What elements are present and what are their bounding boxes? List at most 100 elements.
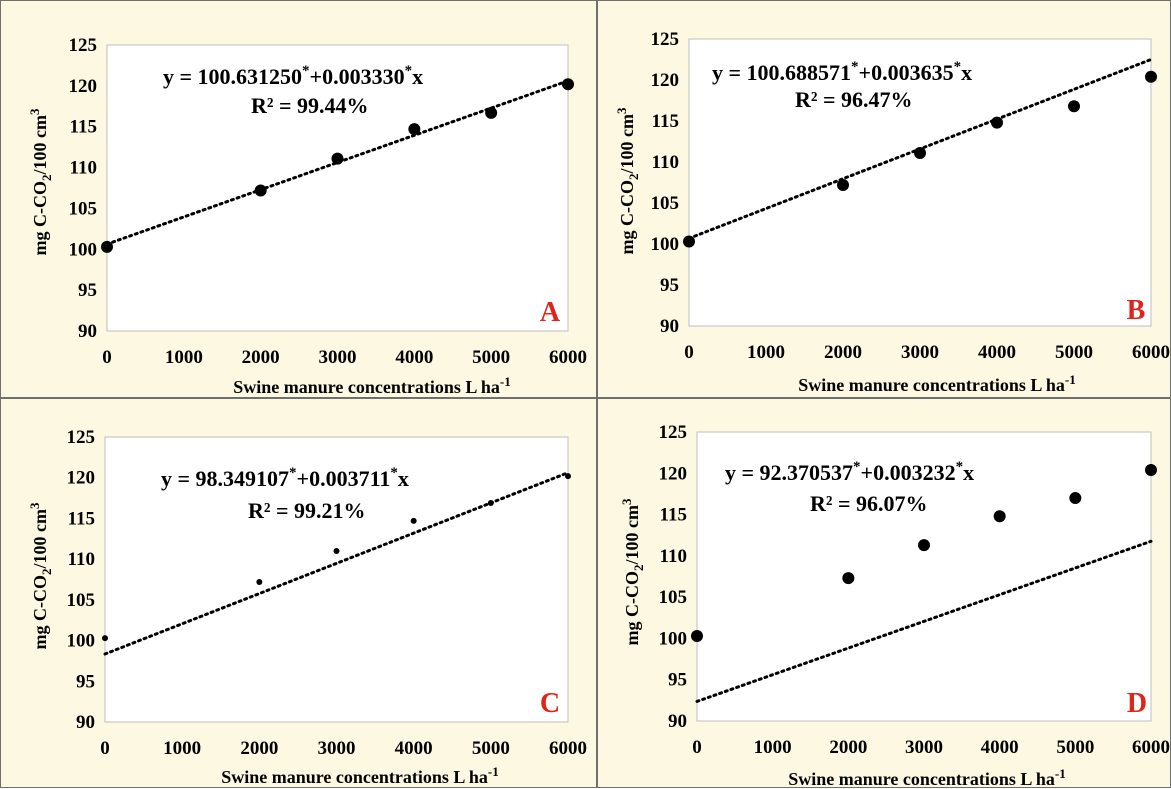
x-tick-label: 3000 [901,342,939,363]
x-tick-label: 6000 [1132,737,1170,758]
y-tick-label: 120 [69,76,98,97]
y-tick-label: 120 [651,70,680,91]
y-tick-label: 110 [68,549,95,570]
x-tick-label: 1000 [165,347,203,368]
x-tick-label: 4000 [978,342,1016,363]
data-point [918,539,930,552]
trendline-equation: y = 92.370537*+0.003232*x [725,459,974,485]
x-tick-label: 2000 [824,342,862,363]
y-tick-label: 125 [659,422,688,443]
data-point [1145,463,1157,476]
trendline-d [695,539,1153,703]
y-tick-label: 125 [69,35,98,56]
x-tick-label: 5000 [1056,737,1094,758]
panel-b: 90 95 100 105 110 115 120 125 0 1000 2000 3000 4000 5… [597,0,1171,398]
data-point [914,146,926,159]
data-point [487,499,494,506]
x-tick-label: 5000 [472,347,510,368]
x-tick-label: 0 [100,738,110,759]
y-tick-label: 120 [659,463,688,484]
data-point [1068,100,1080,113]
y-tick-label: 95 [78,280,97,301]
y-axis-label: mg C-CO2/100 cm3 [619,498,646,645]
x-tick-label: 1000 [754,737,792,758]
y-tick-label: 95 [76,671,95,692]
x-tick-label: 4000 [981,737,1019,758]
chart-d: 90 95 100 105 110 115 120 125 0 1000 2000 3000 4000 5… [619,422,1170,789]
panel-label: C [540,688,560,719]
data-point [102,635,108,642]
y-tick-label: 100 [659,628,688,649]
data-point [254,184,267,197]
y-axis-label: mg C-CO2/100 cm3 [27,108,54,255]
trendline-equation: y = 100.688571*+0.003635*x [712,59,972,85]
chart-c: 90 95 100 105 110 115 120 125 0 1000 2000 3000 4000 5… [27,427,587,787]
data-point [991,116,1003,129]
x-axis-label: Swine manure concentrations L ha-1 [798,372,1076,395]
y-axis-label: mg C-CO2/100 cm3 [614,107,641,254]
panel-c: 90 95 100 105 110 115 120 125 0 1000 2000 3000 4000 5… [0,398,597,788]
data-point [562,78,574,91]
y-tick-label: 95 [660,275,679,296]
data-point [683,235,695,248]
r-squared: R² = 96.07% [810,491,928,516]
x-tick-label: 0 [102,347,112,368]
data-point [1069,492,1082,505]
panel-label: A [540,297,561,328]
x-tick-label: 6000 [549,347,587,368]
x-tick-label: 6000 [549,738,587,759]
y-tick-label: 110 [652,152,679,173]
plot-area [106,44,569,332]
y-axis-label: mg C-CO2/100 cm3 [27,502,54,649]
y-tick-label: 100 [67,631,96,652]
data-point [410,517,417,524]
data-point [331,152,344,165]
plot-area [696,431,1152,722]
x-axis-label: Swine manure concentrations L ha-1 [233,374,511,397]
x-tick-label: 2000 [240,738,278,759]
y-tick-label: 90 [76,712,95,733]
x-tick-label: 5000 [472,738,510,759]
panel-a: 90 95 100 105 110 115 120 125 0 1000 2000 3000 4000 5… [0,0,597,398]
x-tick-label: 6000 [1132,342,1170,363]
x-tick-label: 1000 [163,738,201,759]
x-tick-label: 3000 [318,738,356,759]
x-tick-label: 2000 [242,347,280,368]
data-point [993,510,1006,523]
x-tick-label: 5000 [1055,342,1093,363]
x-tick-label: 4000 [395,347,433,368]
plot-area [688,38,1152,327]
y-tick-label: 115 [660,505,687,526]
data-point [485,106,498,119]
data-point [101,240,113,253]
y-tick-label: 100 [69,239,98,260]
x-tick-label: 0 [692,737,702,758]
chart-a: 90 95 100 105 110 115 120 125 0 1000 2000 3000 4000 5… [27,35,587,397]
x-tick-label: 3000 [905,737,943,758]
r-squared: R² = 99.21% [248,498,366,523]
y-tick-label: 110 [70,158,97,179]
y-tick-label: 90 [660,316,679,337]
x-tick-label: 2000 [829,737,867,758]
x-tick-label: 4000 [395,738,433,759]
plot-area [104,436,569,723]
y-tick-label: 115 [68,508,95,529]
data-point [256,578,263,585]
y-tick-label: 105 [67,590,96,611]
y-tick-label: 110 [660,546,687,567]
y-tick-label: 115 [70,117,97,138]
x-tick-label: 0 [684,342,694,363]
y-tick-label: 105 [69,198,98,219]
chart-b: 90 95 100 105 110 115 120 125 0 1000 2000 3000 4000 5… [614,29,1170,395]
x-axis-label: Swine manure concentrations L ha-1 [221,764,499,787]
data-point [333,548,340,554]
y-tick-label: 105 [659,587,688,608]
x-tick-label: 3000 [319,347,357,368]
trendline-equation: y = 98.349107*+0.003711*x [161,465,409,491]
y-tick-label: 105 [651,193,680,214]
y-tick-label: 125 [651,29,680,50]
data-point [842,572,855,585]
r-squared: R² = 96.47% [795,87,913,112]
y-tick-label: 120 [67,468,96,489]
